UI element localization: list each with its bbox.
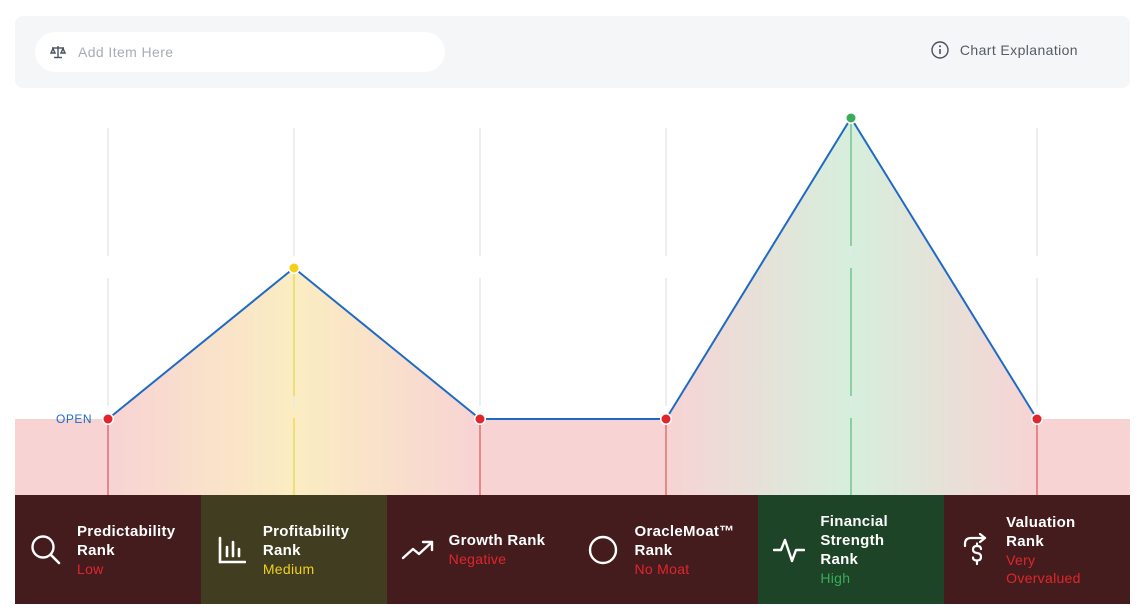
data-point[interactable] [289,263,299,273]
search-box[interactable] [35,32,445,72]
baseline-label: OPEN [56,412,92,426]
rank-card-title: Profitability Rank [262,522,350,559]
rank-card-5[interactable]: Financial Strength Rank High [758,495,945,604]
chart-explanation-label: Chart Explanation [959,42,1078,58]
chart-explanation-button[interactable]: Chart Explanation [931,41,1078,59]
rank-card-value: Negative [448,551,507,567]
data-point[interactable] [103,414,113,424]
info-icon [931,41,949,59]
rank-card-value: High [820,570,851,586]
data-point[interactable] [661,414,671,424]
pulse-icon [772,533,806,567]
rank-card-value: Medium [262,560,315,577]
rank-chart: OPEN [15,112,1130,495]
rank-card-title: Growth Rank [448,532,546,549]
rank-card-title: Predictability Rank [77,522,176,559]
rank-card-title: OracleMoat™ Rank [634,522,735,559]
scale-icon [49,43,67,61]
toolbar: Chart Explanation [15,16,1130,88]
bar-chart-icon [215,533,249,567]
rank-cards: Predictability Rank Low Profitability Rank… [15,495,1130,604]
dollar-exchange-icon [958,532,992,567]
rank-card-value: Low [77,560,104,577]
data-point[interactable] [846,113,856,123]
rank-card-value: Very Overvalued [1006,551,1081,586]
chart-area-fill [15,118,1130,495]
data-point[interactable] [1032,414,1042,424]
rank-card-1[interactable]: Predictability Rank Low [15,495,201,604]
rank-card-title: Valuation Rank [1006,513,1076,550]
search-icon [29,533,63,567]
rank-card-4[interactable]: OracleMoat™ Rank No Moat [572,495,759,604]
data-point[interactable] [475,414,485,424]
rank-card-title: Financial Strength Rank [820,513,889,568]
circle-icon [586,533,620,567]
series-line [107,117,1038,420]
search-input[interactable] [78,44,418,60]
trend-up-icon [401,533,435,567]
rank-card-2[interactable]: Profitability Rank Medium [200,495,387,604]
rank-card-3[interactable]: Growth Rank Negative [386,495,573,604]
rank-card-value: No Moat [634,560,690,577]
rank-card-6[interactable]: Valuation Rank Very Overvalued [944,495,1130,604]
